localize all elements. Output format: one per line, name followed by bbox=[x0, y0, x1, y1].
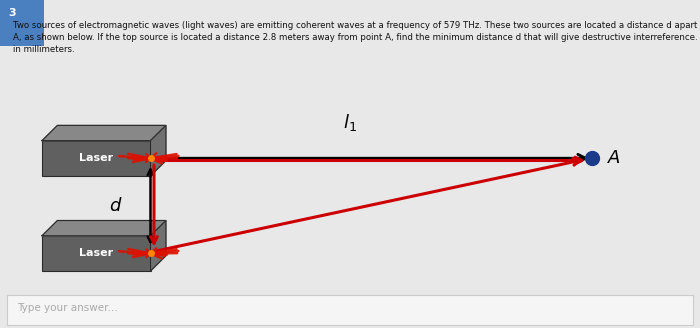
Polygon shape bbox=[150, 220, 166, 271]
Polygon shape bbox=[150, 125, 166, 176]
Text: $l_1$: $l_1$ bbox=[343, 112, 357, 133]
Text: Type your answer...: Type your answer... bbox=[18, 303, 118, 313]
Text: Two sources of electromagnetic waves (light waves) are emitting coherent waves a: Two sources of electromagnetic waves (li… bbox=[13, 21, 700, 54]
Text: 3: 3 bbox=[8, 8, 16, 18]
Text: $A$: $A$ bbox=[607, 149, 621, 167]
Polygon shape bbox=[42, 220, 166, 236]
Bar bbox=[42, 141, 150, 176]
Bar bbox=[7, 295, 693, 325]
Text: Laser: Laser bbox=[79, 248, 113, 258]
Polygon shape bbox=[42, 125, 166, 141]
Text: $d$: $d$ bbox=[109, 197, 122, 215]
Text: Laser: Laser bbox=[79, 153, 113, 163]
Bar bbox=[42, 236, 150, 271]
